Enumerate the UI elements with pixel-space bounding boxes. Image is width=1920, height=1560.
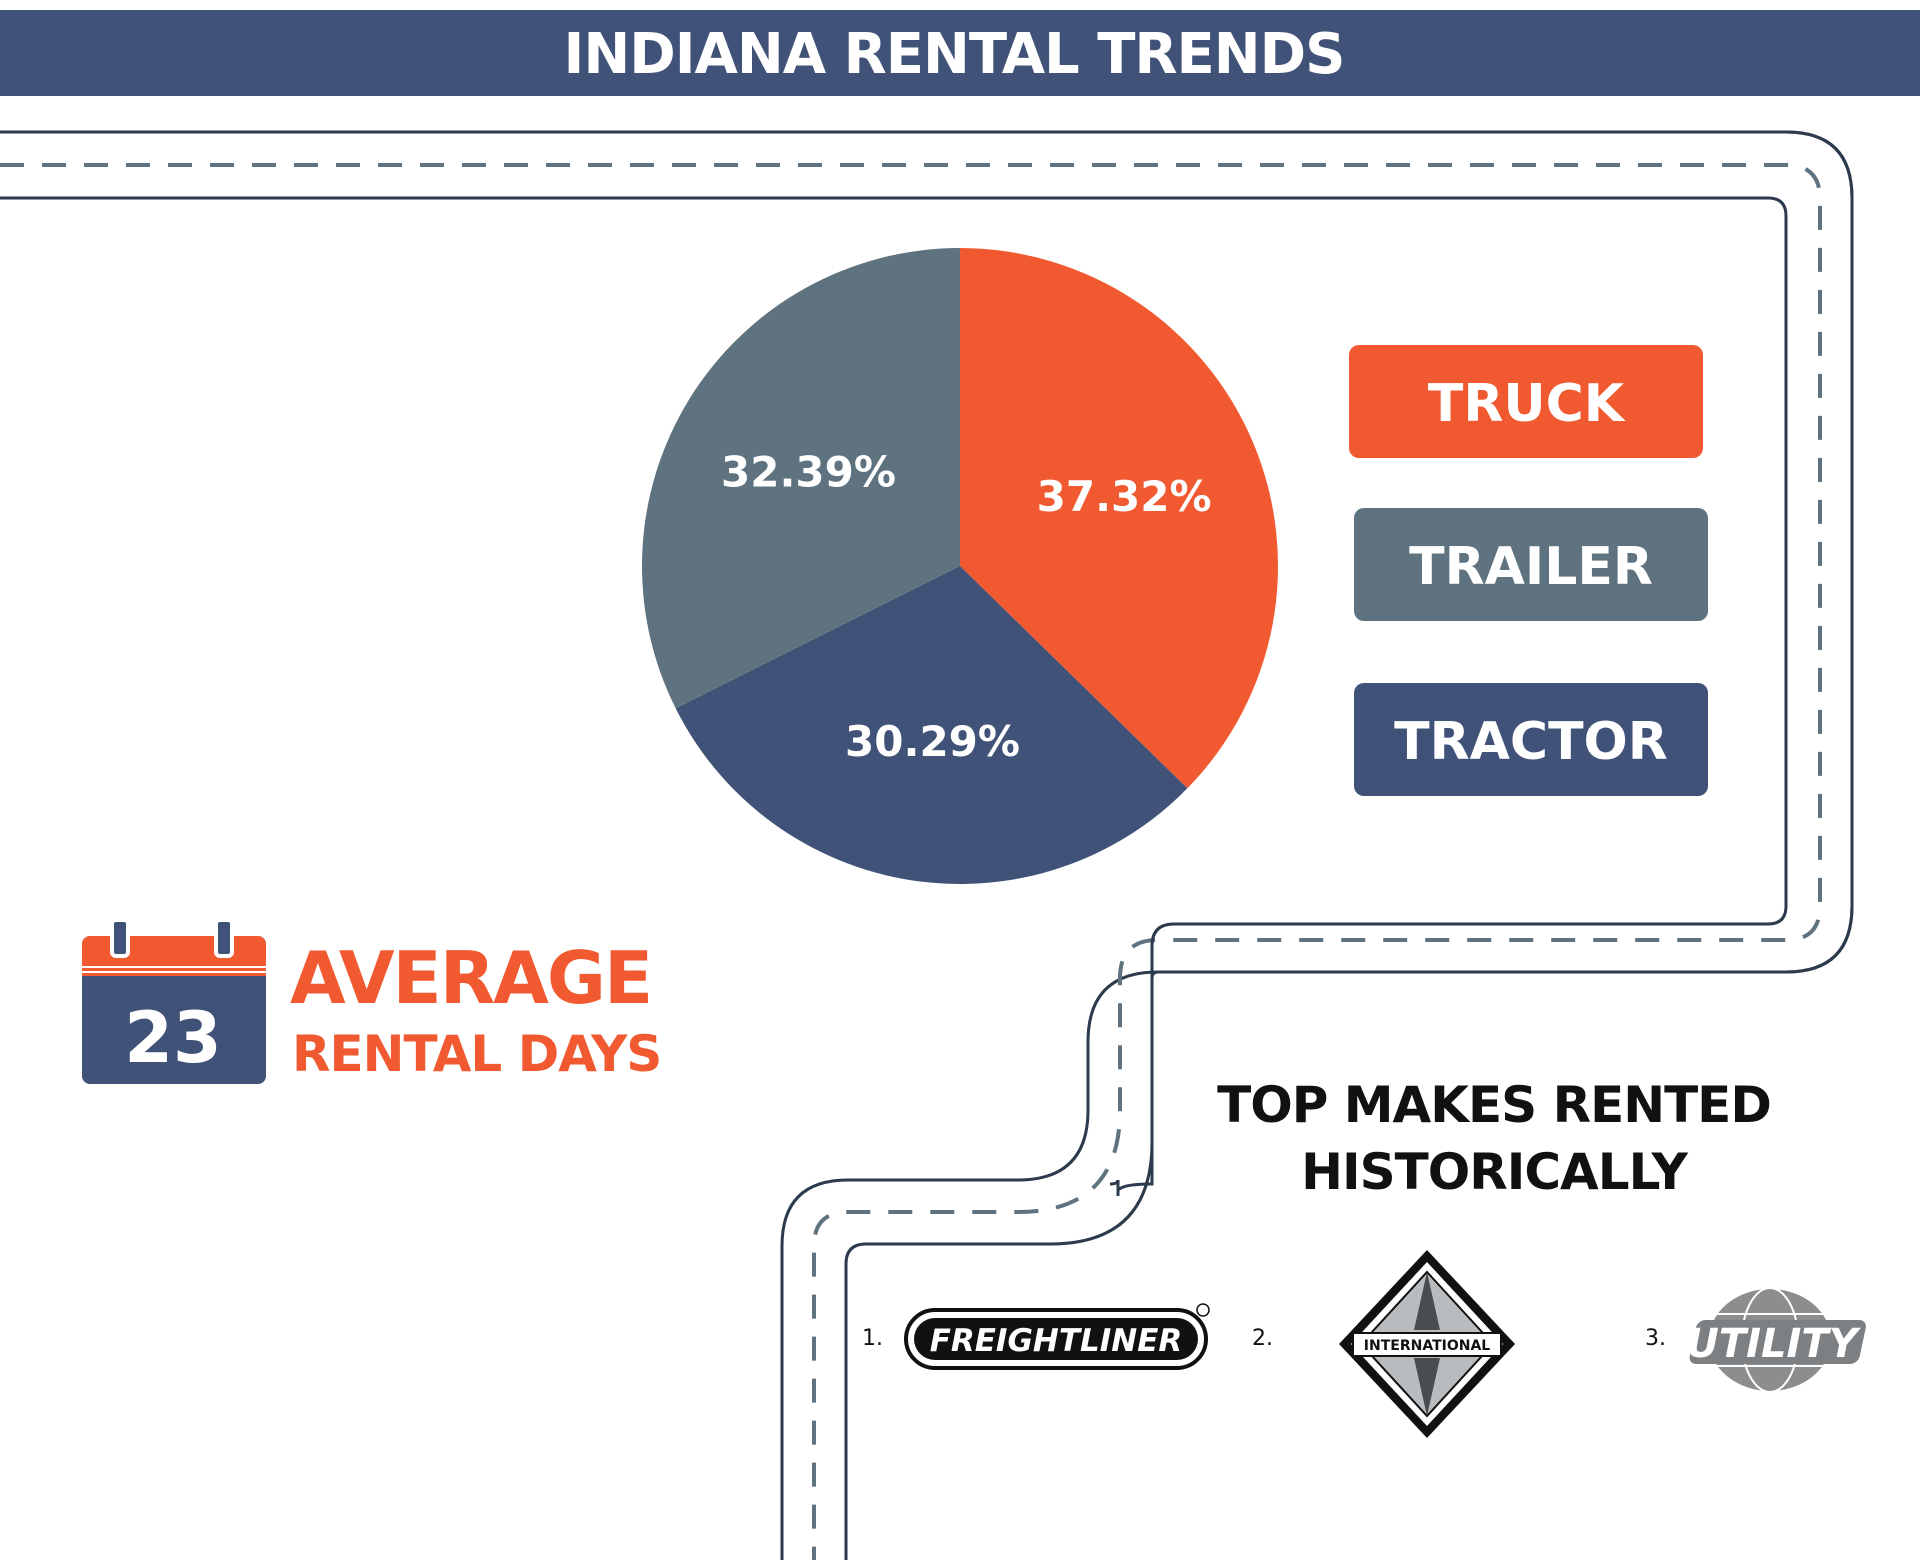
legend: TRUCK TRAILER TRACTOR: [1349, 345, 1708, 796]
header-bar: [0, 10, 1920, 96]
legend-label-trailer: TRAILER: [1409, 537, 1653, 597]
pie-label-tractor: 30.29%: [845, 717, 1020, 766]
calendar-icon: [82, 918, 266, 1084]
pie-label-truck: 37.32%: [1037, 472, 1212, 521]
freightliner-logo: FREIGHTLINER: [904, 1303, 1210, 1370]
legend-swatch-tractor: [1354, 683, 1708, 796]
utility-logo-text: UTILITY: [1686, 1321, 1861, 1367]
legend-label-tractor: TRACTOR: [1394, 712, 1668, 772]
average-heading: AVERAGE: [290, 936, 651, 1020]
average-subheading: RENTAL DAYS: [292, 1025, 661, 1083]
legend-swatch-trailer: [1354, 508, 1708, 621]
road-inner-edge: [0, 196, 1788, 1560]
international-logo: INTERNATIONAL: [1339, 1250, 1515, 1438]
average-days-value: 23: [124, 997, 221, 1079]
utility-logo: UTILITY: [1686, 1287, 1866, 1393]
road-decoration: [0, 130, 1854, 1560]
make-rank-1: 1.: [862, 1326, 883, 1351]
road-center-line: [0, 163, 1822, 1560]
pie-slice-truck: [960, 248, 1279, 789]
legend-label-truck: TRUCK: [1428, 374, 1626, 434]
page-title: INDIANA RENTAL TRENDS: [564, 22, 1345, 87]
legend-swatch-truck: [1349, 345, 1703, 458]
top-makes-title-line2: HISTORICALLY: [1301, 1143, 1688, 1201]
make-rank-2: 2.: [1252, 1326, 1273, 1351]
international-logo-text: INTERNATIONAL: [1364, 1338, 1490, 1354]
make-rank-3: 3.: [1645, 1326, 1666, 1351]
pie-slice-trailer: [642, 247, 960, 709]
top-makes-title-line1: TOP MAKES RENTED: [1217, 1076, 1771, 1134]
pie-label-trailer: 32.39%: [721, 447, 896, 496]
pie-chart: 37.32% 30.29% 32.39%: [642, 247, 1279, 885]
freightliner-logo-text: FREIGHTLINER: [930, 1323, 1183, 1359]
road-outer-edge-main: [0, 130, 1854, 1560]
pie-slice-tractor: [675, 566, 1188, 885]
